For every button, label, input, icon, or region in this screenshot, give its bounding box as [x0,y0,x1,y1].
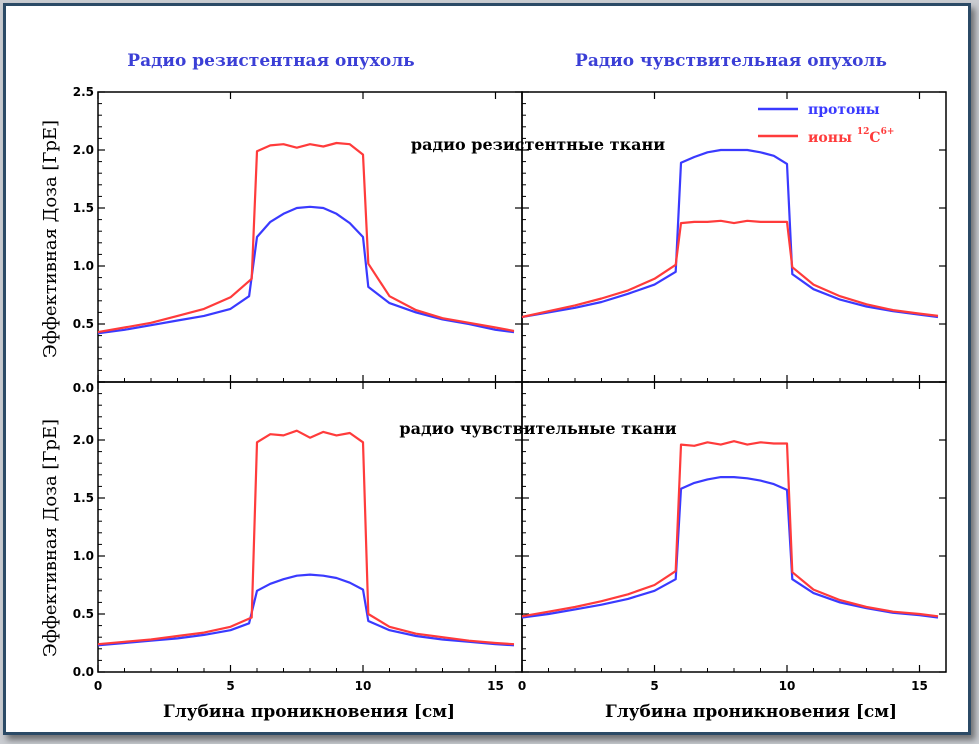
figure-frame: Радио резистентная опухоль Радио чувстви… [3,3,971,735]
x-tick-label: 10 [355,679,372,693]
y-tick-label: 2.0 [73,143,94,157]
protons-curve-top-left [97,205,515,335]
y-tick-label: 0.0 [73,665,94,679]
x-tick-label: 5 [226,679,234,693]
column-title-left: Радио резистентная опухоль [127,51,414,71]
y-tick-label: 1.0 [73,549,94,563]
row-label-resistant-tissue: радио резистентные ткани [411,135,665,154]
y-axis-label-top: Эффективная Доза [ГрЕ] [40,120,61,358]
y-axis-label-bottom: Эффективная Доза [ГрЕ] [40,419,61,657]
protons-curve-bottom-right [521,476,939,619]
x-tick-label: 0 [94,679,102,693]
x-tick-label: 0 [518,679,526,693]
legend-ions-charge: 6+ [881,127,895,137]
protons-curve-bottom-left [97,573,515,647]
x-tick-label: 15 [911,679,928,693]
legend-ions-mass: 12 [857,127,870,137]
ions-curve-bottom-right [521,440,939,618]
ions-curve-top-right [521,219,939,319]
y-tick-label: 1.0 [73,259,94,273]
legend-ions-prefix: ионы [808,130,857,146]
ions-curve-top-left [97,141,515,334]
x-tick-label: 10 [779,679,796,693]
y-tick-label-overlap: 0.0 [73,381,94,395]
x-tick-label: 5 [650,679,658,693]
legend-ions-symbol: C [869,130,880,146]
x-tick-label: 15 [487,679,504,693]
column-title-right: Радио чувствительная опухоль [575,51,887,71]
row-label-sensitive-tissue: радио чувствительные ткани [399,419,676,438]
y-tick-label: 0.5 [73,607,94,621]
y-tick-label: 1.5 [73,491,94,505]
dose-depth-chart: Радио резистентная опухоль Радио чувстви… [40,51,947,722]
y-tick-label: 2.5 [73,85,94,99]
legend-protons-label: протоны [808,102,880,118]
x-axis-label-left: Глубина проникновения [см] [163,702,455,722]
ions-curve-bottom-left [97,429,515,646]
legend-ions-label: ионы 12C6+ [808,127,894,146]
protons-curve-top-right [521,148,939,319]
y-tick-label: 1.5 [73,201,94,215]
legend: протоны ионы 12C6+ [758,102,894,146]
y-tick-label: 2.0 [73,433,94,447]
y-tick-label: 0.5 [73,317,94,331]
x-axis-label-right: Глубина проникновения [см] [605,702,897,722]
